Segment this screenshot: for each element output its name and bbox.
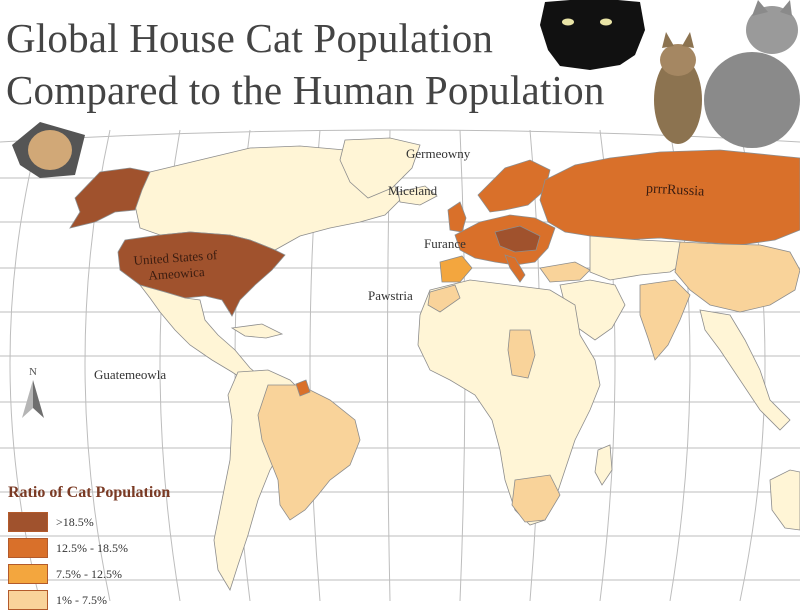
madagascar bbox=[594, 444, 613, 486]
legend-item: 1% - 7.5% bbox=[8, 588, 208, 612]
north-arrow: N bbox=[20, 366, 46, 426]
black-cat-image bbox=[540, 0, 645, 70]
north-letter: N bbox=[29, 366, 37, 378]
legend-label: >18.5% bbox=[56, 514, 94, 529]
map-legend: Ratio of Cat Population >18.5% 12.5% - 1… bbox=[8, 484, 208, 614]
north-arrow-icon bbox=[22, 380, 44, 418]
chad bbox=[507, 329, 536, 379]
label-miceland: Miceland bbox=[388, 183, 438, 198]
label-guatemeowla: Guatemeowla bbox=[94, 367, 167, 382]
morocco bbox=[427, 284, 461, 313]
legend-label: 12.5% - 18.5% bbox=[56, 540, 128, 555]
india bbox=[639, 279, 691, 361]
canada bbox=[134, 145, 401, 251]
central-europe bbox=[494, 225, 541, 253]
legend-label: 1% - 7.5% bbox=[56, 592, 107, 607]
title-line-1: Global House Cat Population bbox=[6, 15, 494, 61]
tabby-cat-image bbox=[654, 32, 702, 144]
world-map bbox=[0, 0, 800, 601]
label-furance: Furance bbox=[424, 236, 466, 251]
legend-label: 7.5% - 12.5% bbox=[56, 566, 122, 581]
southeast-asia bbox=[699, 309, 791, 431]
french-guiana bbox=[295, 379, 311, 397]
map-title: Global House Cat Population Compared to … bbox=[6, 12, 605, 116]
legend-item: >18.5% bbox=[8, 510, 208, 534]
label-pawstria: Pawstria bbox=[368, 288, 413, 303]
china bbox=[674, 241, 800, 313]
caribbean bbox=[230, 323, 284, 339]
legend-item: 7.5% - 12.5% bbox=[8, 562, 208, 586]
legend-swatch bbox=[8, 564, 48, 584]
greenland bbox=[339, 137, 421, 199]
uk bbox=[447, 201, 467, 233]
legend-swatch bbox=[8, 590, 48, 610]
legend-title: Ratio of Cat Population bbox=[8, 484, 171, 501]
grey-cat-image bbox=[704, 0, 800, 148]
label-germeowny: Germeowny bbox=[406, 146, 471, 161]
kitten-image bbox=[12, 122, 85, 178]
land bbox=[69, 137, 800, 591]
turkey bbox=[539, 261, 591, 283]
russia bbox=[539, 149, 800, 246]
title-line-2: Compared to the Human Population bbox=[6, 67, 605, 113]
legend-swatch bbox=[8, 538, 48, 558]
legend-swatch bbox=[8, 512, 48, 532]
brazil bbox=[257, 384, 361, 521]
central-asia bbox=[589, 235, 691, 281]
alaska bbox=[69, 167, 151, 229]
iberia bbox=[439, 255, 473, 283]
legend-item: 12.5% - 18.5% bbox=[8, 536, 208, 560]
south-africa bbox=[511, 474, 561, 523]
italy bbox=[504, 254, 526, 283]
australia bbox=[769, 469, 800, 531]
label-russia: prrrRussia bbox=[645, 181, 705, 200]
scandinavia bbox=[477, 159, 551, 213]
cat-images bbox=[12, 0, 800, 178]
iceland bbox=[397, 185, 438, 206]
